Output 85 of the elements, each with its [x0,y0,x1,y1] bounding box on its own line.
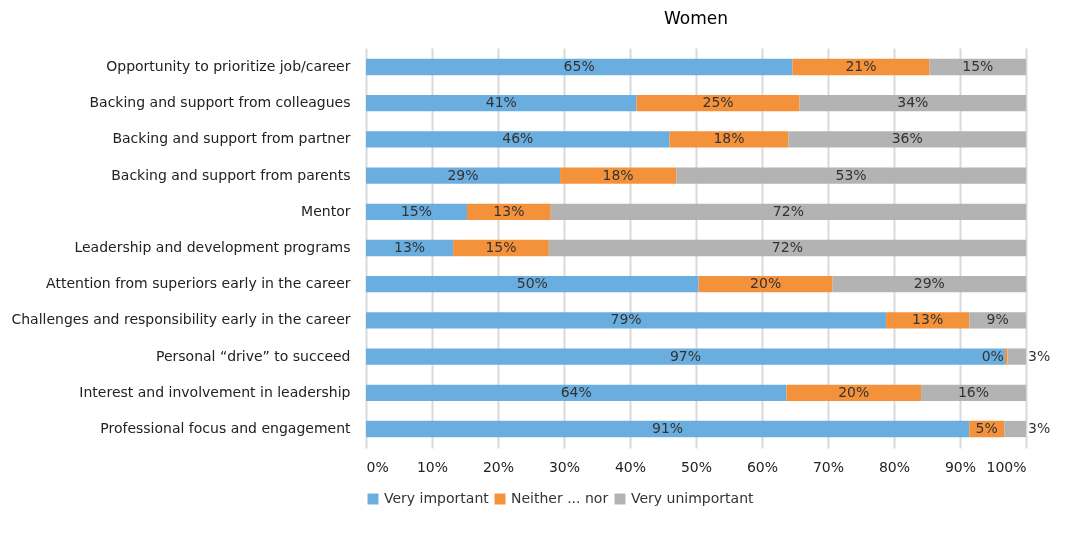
data-label: 13% [912,311,944,328]
x-tick-label: 40% [614,458,647,475]
bar [799,95,1026,112]
x-tick-label: 10% [416,458,449,475]
data-label: 29% [447,166,479,183]
data-label: 9% [986,311,1009,328]
x-tick-label: 80% [878,458,911,475]
y-tick-label: Backing and support from colleagues [89,94,351,111]
bar [886,312,970,329]
data-label: 13% [493,202,525,219]
bar [969,312,1026,329]
bar [366,276,699,293]
x-tick-label: 70% [812,458,845,475]
data-label: 3% [1028,347,1051,364]
chart-title: Women [663,8,729,28]
x-tick-label: 20% [482,458,515,475]
x-tick-label: 60% [746,458,779,475]
data-label: 25% [702,94,734,111]
y-tick-label: Leadership and development programs [74,239,351,255]
bar [669,131,789,148]
bar [792,58,930,76]
data-label: 72% [772,202,804,219]
bar [786,384,922,401]
data-label: 15% [485,239,517,255]
bar [366,348,1005,365]
legend-label: Neither ... nor [511,490,609,506]
y-tick-label: Professional focus and engagement [100,420,352,436]
data-label: 50% [516,275,548,292]
data-label: 18% [713,130,745,147]
bar [832,276,1026,293]
bar [366,95,637,112]
data-label: 15% [400,202,433,219]
legend-label: Very unimportant [631,490,755,506]
data-label: 3% [1028,420,1051,436]
x-tick-label: 0% [366,458,389,475]
bar [366,312,887,329]
data-label: 34% [897,94,929,111]
data-label: 53% [835,166,867,183]
data-label: 97% [669,347,701,364]
data-label: 0% [981,347,1004,364]
bar [1007,348,1026,365]
x-tick-label: 100% [986,458,1027,475]
x-tick-label: 90% [944,458,977,475]
data-label: 20% [750,275,782,292]
legend-label: Very important [384,490,490,506]
bar [550,203,1026,220]
data-label: 13% [394,239,426,255]
y-tick-label: Challenges and responsibility early in the career [11,311,351,328]
bar [548,239,1026,257]
bar [366,420,970,438]
y-tick-label: Interest and involvement in leadership [79,383,351,400]
x-tick-label: 30% [548,458,581,475]
data-label: 79% [610,311,642,328]
bar [366,384,787,401]
bar [366,167,561,184]
bar [1004,348,1008,365]
y-tick-label: Mentor [301,202,351,219]
y-tick-label: Backing and support from partner [112,130,351,147]
bar [366,131,670,148]
data-label: 46% [502,130,534,147]
bar [636,95,800,112]
x-tick-label: 50% [680,458,713,475]
y-tick-label: Personal “drive” to succeed [155,347,351,364]
y-tick-label: Opportunity to prioritize job/career [106,58,351,74]
data-label: 18% [602,166,634,183]
data-label: 21% [845,58,877,74]
data-label: 65% [563,58,595,74]
bar [366,58,793,76]
y-tick-label: Attention from superiors early in the career [46,275,351,292]
data-label: 16% [957,383,990,400]
bar [560,167,677,184]
data-label: 15% [962,58,994,74]
data-label: 36% [891,130,923,147]
data-label: 64% [560,383,592,400]
bar [1004,420,1026,438]
data-label: 20% [838,383,870,400]
bar [788,131,1026,148]
y-tick-label: Backing and support from parents [111,166,351,183]
data-label: 5% [975,420,998,436]
bar [676,167,1026,184]
data-label: 91% [652,420,684,436]
data-label: 72% [771,239,803,255]
bar [698,276,833,293]
data-label: 29% [913,275,945,292]
data-label: 41% [485,94,517,111]
